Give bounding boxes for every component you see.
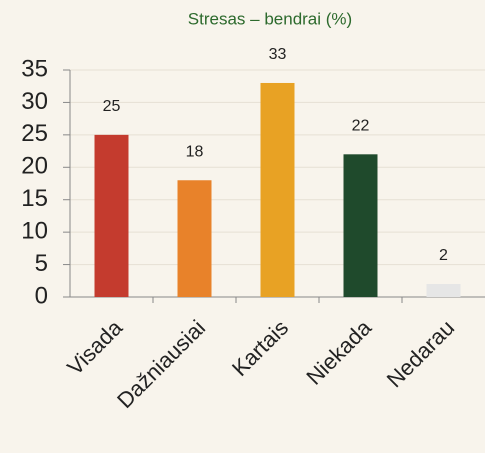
data-label: 33 xyxy=(269,46,287,63)
y-tick-label: 20 xyxy=(21,153,48,180)
bar xyxy=(260,82,295,297)
x-tick-label: Dažniausiai xyxy=(112,315,210,413)
y-tick-label: 25 xyxy=(21,120,48,147)
data-label: 22 xyxy=(352,118,370,135)
x-tick-label: Kartais xyxy=(227,315,293,381)
data-label: 18 xyxy=(186,143,204,160)
x-tick-label: Niekada xyxy=(301,314,376,389)
bar xyxy=(94,134,129,297)
x-tick-label: Visada xyxy=(62,314,128,380)
y-tick-label: 0 xyxy=(35,282,48,309)
chart-title: Stresas – bendrai (%) xyxy=(188,9,352,28)
x-tick-label: Nedarau xyxy=(382,315,459,392)
y-tick-label: 5 xyxy=(35,250,48,277)
data-label: 25 xyxy=(103,98,121,115)
y-tick-label: 15 xyxy=(21,185,48,212)
bar xyxy=(177,180,212,297)
y-tick-label: 35 xyxy=(21,55,48,82)
data-label: 2 xyxy=(439,247,448,264)
bar xyxy=(426,284,461,297)
y-tick-label: 30 xyxy=(21,88,48,115)
bar xyxy=(343,154,378,297)
y-tick-label: 10 xyxy=(21,217,48,244)
